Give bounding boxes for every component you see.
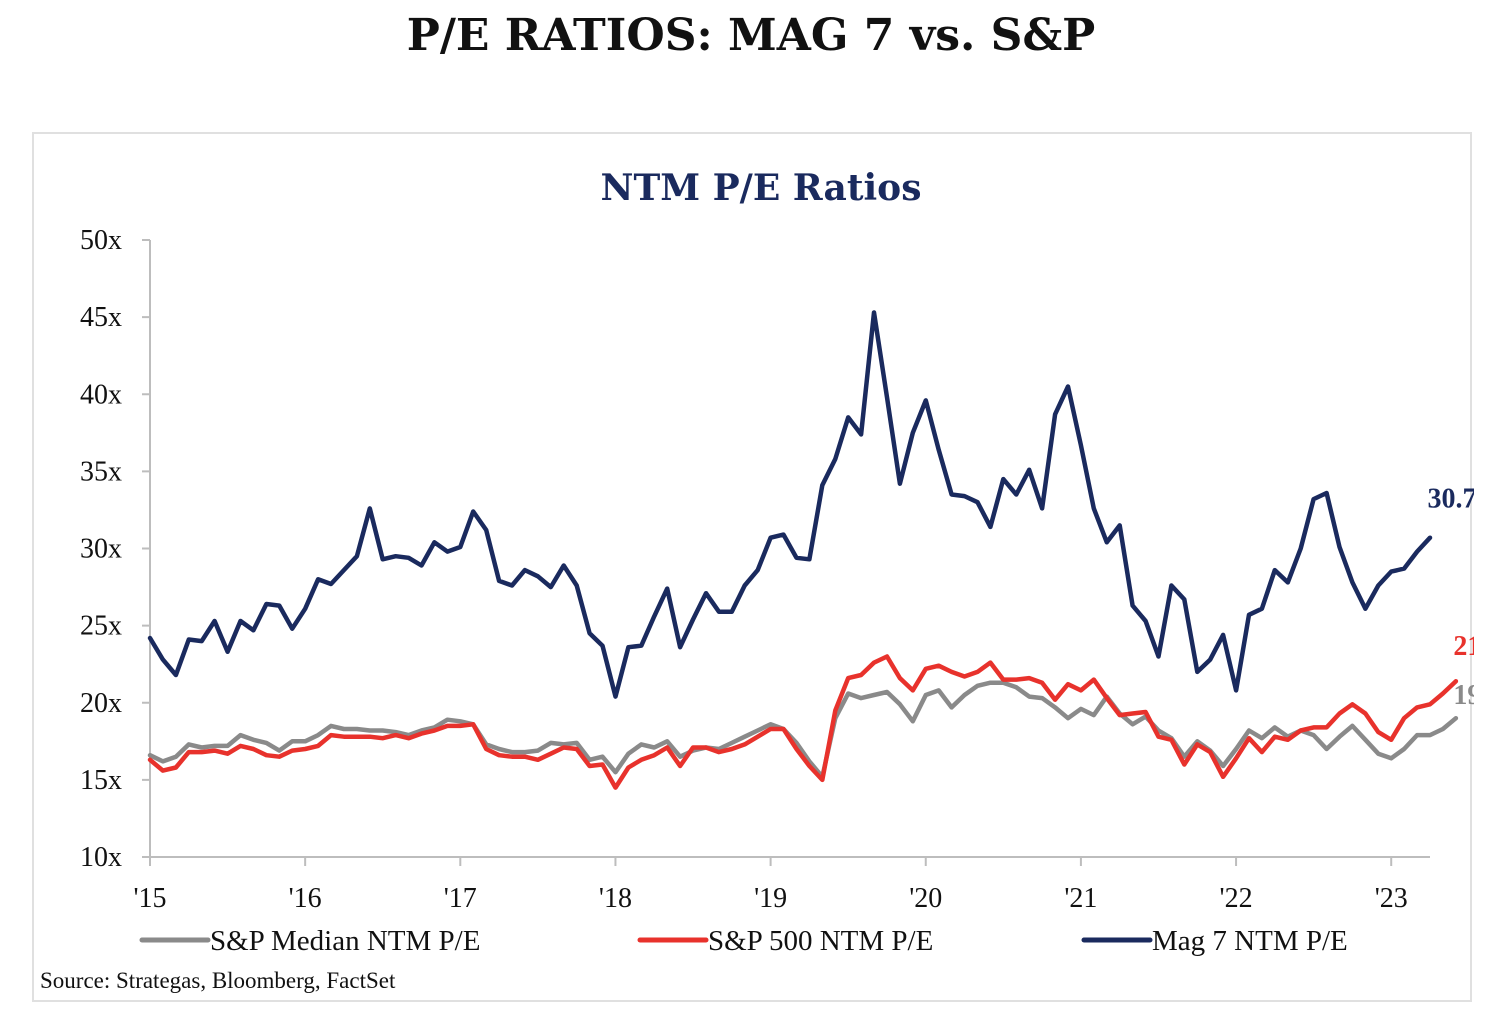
x-tick-label: '21 bbox=[1064, 883, 1097, 914]
series-line-0 bbox=[147, 680, 1459, 780]
x-tick-label: '19 bbox=[754, 883, 787, 914]
y-axis: 10x 15x 20x 25x 30x 35x 40x 45x 50x bbox=[80, 225, 151, 873]
y-tick-label: 50x bbox=[80, 225, 122, 256]
legend-label-2: Mag 7 NTM P/E bbox=[1152, 925, 1348, 957]
end-labels: 19.0 21.4 30.7 bbox=[1428, 484, 1475, 711]
chart-svg: NTM P/E Ratios 10x 15x 20x 25x 30x 35x 40x 45x 5… bbox=[40, 167, 1475, 993]
series-layer bbox=[147, 310, 1459, 790]
x-tick-label: '16 bbox=[289, 883, 322, 914]
x-tick-label: '22 bbox=[1220, 883, 1253, 914]
legend-label-1: S&P 500 NTM P/E bbox=[708, 925, 933, 957]
series-line-1 bbox=[147, 654, 1459, 790]
x-tick-label: '20 bbox=[909, 883, 942, 914]
page-title: P/E RATIOS: MAG 7 vs. S&P bbox=[406, 10, 1096, 61]
legend: S&P Median NTM P/E S&P 500 NTM P/E Mag 7 N… bbox=[139, 925, 1348, 957]
y-tick-label: 10x bbox=[80, 842, 122, 873]
y-tick-label: 35x bbox=[80, 456, 122, 487]
y-tick-label: 40x bbox=[80, 379, 122, 410]
y-tick-label: 45x bbox=[80, 302, 122, 333]
x-tick-label: '17 bbox=[444, 883, 477, 914]
y-tick-label: 30x bbox=[80, 534, 122, 565]
x-axis: '15 '16 '17 '18 '19 '20 '21 '22 '23 bbox=[133, 856, 1430, 914]
chart-title: NTM P/E Ratios bbox=[601, 167, 922, 209]
source-note: Source: Strategas, Bloomberg, FactSet bbox=[40, 968, 396, 993]
legend-label-0: S&P Median NTM P/E bbox=[210, 925, 480, 957]
x-tick-label: '23 bbox=[1375, 883, 1408, 914]
series-end-label-2: 30.7 bbox=[1428, 484, 1475, 515]
chart-frame: NTM P/E Ratios 10x 15x 20x 25x 30x 35x 40x 45x 5… bbox=[32, 132, 1475, 1002]
y-tick-label: 25x bbox=[80, 611, 122, 642]
series-end-label-1: 21.4 bbox=[1453, 631, 1474, 662]
y-tick-label: 20x bbox=[80, 688, 122, 719]
series-end-label-0: 19.0 bbox=[1453, 680, 1474, 711]
y-tick-label: 15x bbox=[80, 765, 122, 796]
series-line-2 bbox=[147, 310, 1433, 699]
x-tick-label: '18 bbox=[599, 883, 632, 914]
x-tick-label: '15 bbox=[133, 883, 166, 914]
